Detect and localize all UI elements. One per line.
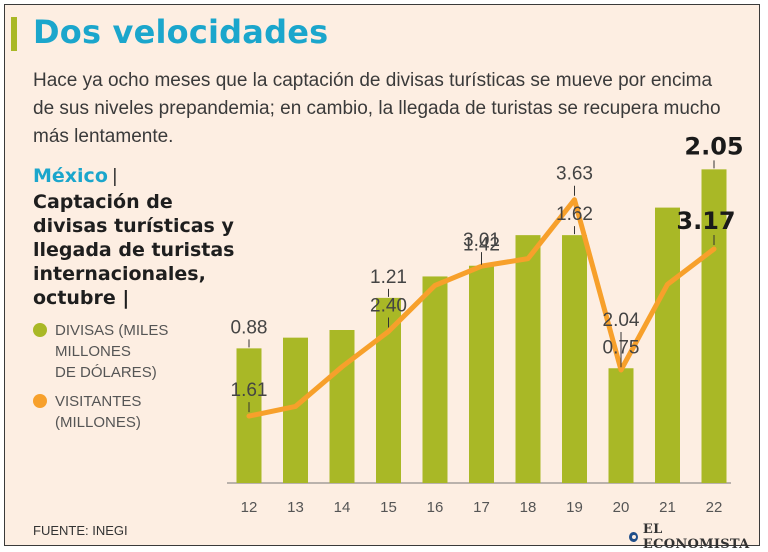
title-accent-bar: [11, 17, 17, 51]
country-separator: |: [112, 166, 118, 187]
chart-title: Captación de divisas turísticas y llegad…: [33, 191, 235, 309]
bar-data-label: 1.21: [370, 267, 407, 288]
brand-logo: EL ECONOMISTA: [629, 522, 759, 552]
x-tick-label: 20: [613, 499, 630, 516]
combo-chart: 12 13 14 15 16 17 18 19 20 21 220.881.211.421.620.…: [227, 132, 744, 516]
bar-divisas-17: [469, 265, 494, 483]
brand-icon: [629, 532, 638, 542]
bar-data-label: 1.42: [463, 235, 500, 256]
legend-swatch-visitantes: [33, 394, 47, 408]
legend: DIVISAS (MILES MILLONES DE DÓLARES) VISI…: [33, 320, 243, 433]
bar-divisas-22: [701, 169, 727, 483]
legend-label-visitantes: VISITANTES (MILLONES): [55, 393, 142, 431]
bar-divisas-20: [608, 368, 634, 483]
country-label: México: [33, 165, 108, 187]
legend-label-divisas: DIVISAS (MILES MILLONES DE DÓLARES): [55, 322, 169, 381]
subtitle: Hace ya ocho meses que la captación de d…: [33, 70, 721, 147]
line-visitantes: [246, 197, 717, 419]
line-data-label: 3.01: [463, 230, 500, 251]
page-title: Dos velocidades: [33, 13, 329, 51]
line-data-label: 2.40: [370, 295, 407, 316]
line-data-label: 1.61: [231, 380, 268, 401]
bar-data-label: 0.88: [231, 317, 268, 338]
bar-divisas-19: [562, 235, 587, 483]
source-note: FUENTE: INEGI: [33, 523, 128, 538]
x-tick-label: 19: [566, 499, 583, 516]
x-tick-label: 22: [706, 499, 723, 516]
x-tick-label: 14: [334, 499, 351, 516]
x-tick-label: 12: [241, 499, 258, 516]
brand-name: EL ECONOMISTA: [642, 522, 750, 552]
x-tick-label: 17: [473, 499, 490, 516]
bar-data-label: 1.62: [556, 204, 593, 225]
legend-swatch-divisas: [33, 323, 47, 337]
x-tick-label: 13: [287, 499, 304, 516]
x-tick-label: 15: [380, 499, 397, 516]
x-tick-label: 21: [659, 499, 676, 516]
bar-data-label: 2.05: [684, 132, 743, 160]
legend-item-divisas: DIVISAS (MILES MILLONES DE DÓLARES): [33, 320, 243, 383]
bar-divisas-16: [422, 276, 448, 483]
bar-divisas-14: [329, 330, 355, 483]
legend-item-visitantes: VISITANTES (MILLONES): [33, 391, 243, 433]
line-data-label: 3.17: [676, 207, 735, 235]
chart-sidebar: México | Captación de divisas turísticas…: [33, 165, 243, 441]
x-tick-label: 18: [520, 499, 537, 516]
bar-divisas-18: [515, 235, 541, 483]
line-data-label: 3.63: [556, 164, 593, 185]
x-tick-label: 16: [427, 499, 444, 516]
infographic-card: Dos velocidades Hace ya ocho meses que l…: [4, 4, 760, 552]
bar-divisas-21: [655, 207, 680, 483]
line-data-label: 2.04: [603, 310, 640, 331]
